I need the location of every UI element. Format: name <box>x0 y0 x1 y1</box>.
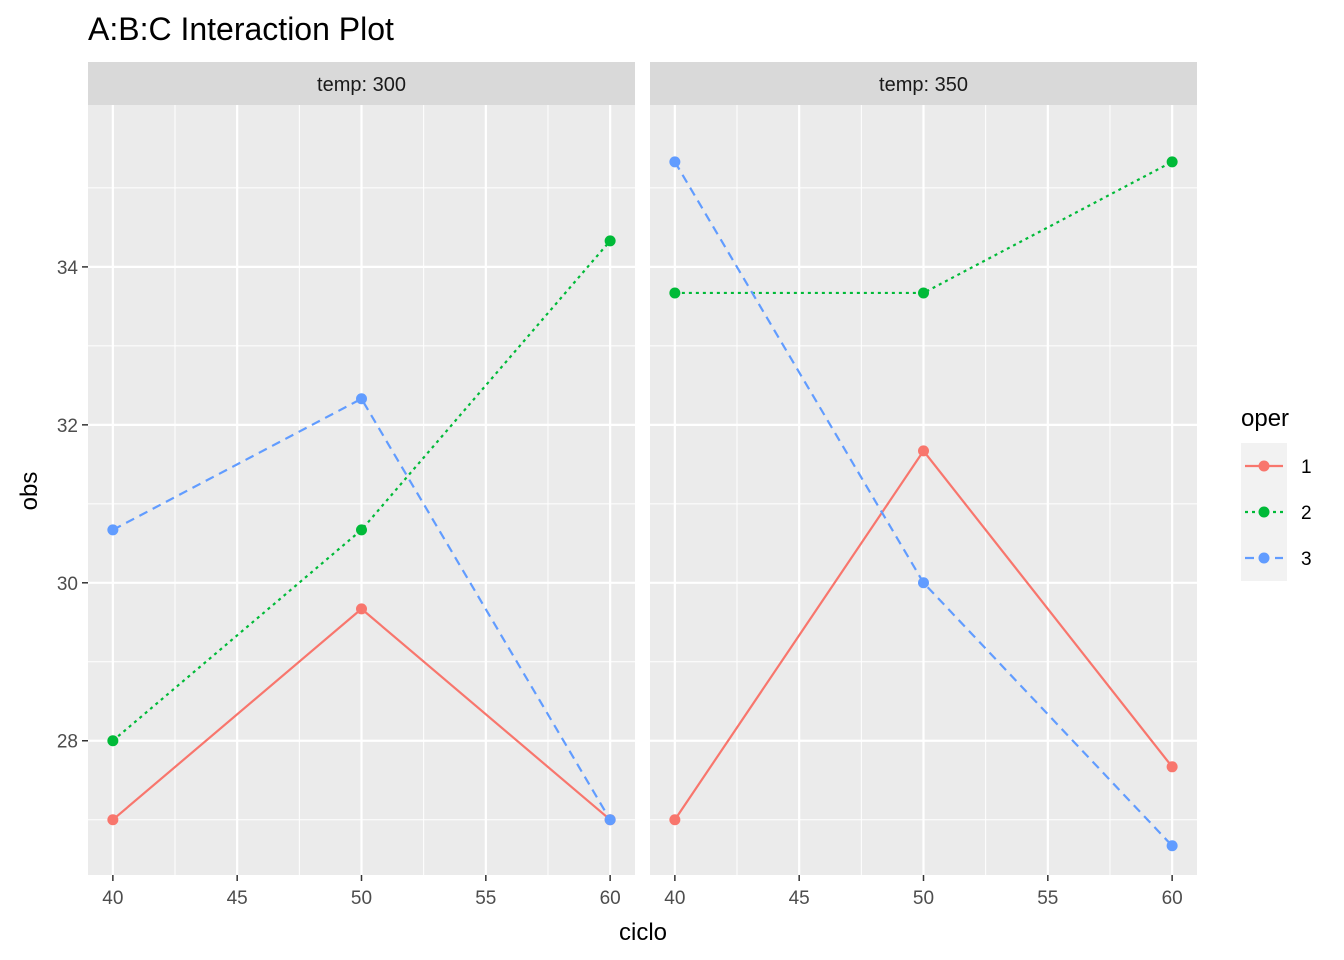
y-tick-label: 32 <box>57 416 78 437</box>
x-tick-label: 45 <box>789 888 810 909</box>
facet-panel: temp: 300 40 45 50 55 60 <box>88 62 635 909</box>
legend-key-point <box>1258 506 1270 518</box>
y-axis-title: obs <box>16 472 43 511</box>
x-tick-label: 55 <box>475 888 496 909</box>
data-point-3 <box>918 577 929 589</box>
series-line-2 <box>674 160 1173 295</box>
data-point-1 <box>107 814 119 826</box>
x-axis-title: ciclo <box>619 919 667 946</box>
data-point-2 <box>918 287 929 299</box>
data-point-2 <box>356 524 367 536</box>
data-point-1 <box>918 445 929 457</box>
data-point-3 <box>356 393 367 405</box>
facet-panels: temp: 300 40 45 50 55 60 temp: 350 40 45 50 55 60 <box>88 62 1197 909</box>
legend-label: 3 <box>1301 549 1312 570</box>
x-tick-label: 60 <box>1162 888 1183 909</box>
y-axis: 28 30 32 34 <box>57 258 88 753</box>
data-point-2 <box>604 235 616 247</box>
y-tick-label: 28 <box>57 732 78 753</box>
series-line-3 <box>112 397 612 821</box>
facet-strip-label: temp: 350 <box>879 74 968 96</box>
x-tick-label: 50 <box>351 888 372 909</box>
legend-label: 1 <box>1301 457 1312 478</box>
x-tick-label: 50 <box>913 888 934 909</box>
x-tick-label: 55 <box>1037 888 1058 909</box>
y-tick-label: 30 <box>57 574 78 595</box>
facet-strip-label: temp: 300 <box>317 74 406 96</box>
data-point-2 <box>669 287 681 299</box>
legend: oper 1 2 3 <box>1241 405 1312 581</box>
y-tick-label: 34 <box>57 258 79 279</box>
facet-strip <box>650 62 1197 105</box>
data-point-1 <box>356 603 367 615</box>
facet-strip <box>88 62 635 105</box>
data-point-2 <box>1166 156 1178 168</box>
data-point-1 <box>1166 761 1178 773</box>
data-point-3 <box>604 814 616 826</box>
x-tick-label: 40 <box>664 888 685 909</box>
x-tick-label: 40 <box>102 888 123 909</box>
legend-key-point <box>1258 460 1270 472</box>
legend-label: 2 <box>1301 503 1312 524</box>
facet-panel: temp: 350 40 45 50 55 60 <box>650 62 1197 909</box>
chart-title: A:B:C Interaction Plot <box>88 11 394 47</box>
legend-key-point <box>1258 552 1270 564</box>
data-point-3 <box>107 524 119 536</box>
data-point-1 <box>669 814 681 826</box>
data-point-3 <box>669 156 681 168</box>
data-point-2 <box>107 735 119 747</box>
legend-title: oper <box>1241 405 1289 432</box>
x-tick-label: 45 <box>227 888 248 909</box>
x-tick-label: 60 <box>600 888 621 909</box>
data-point-3 <box>1166 840 1178 852</box>
